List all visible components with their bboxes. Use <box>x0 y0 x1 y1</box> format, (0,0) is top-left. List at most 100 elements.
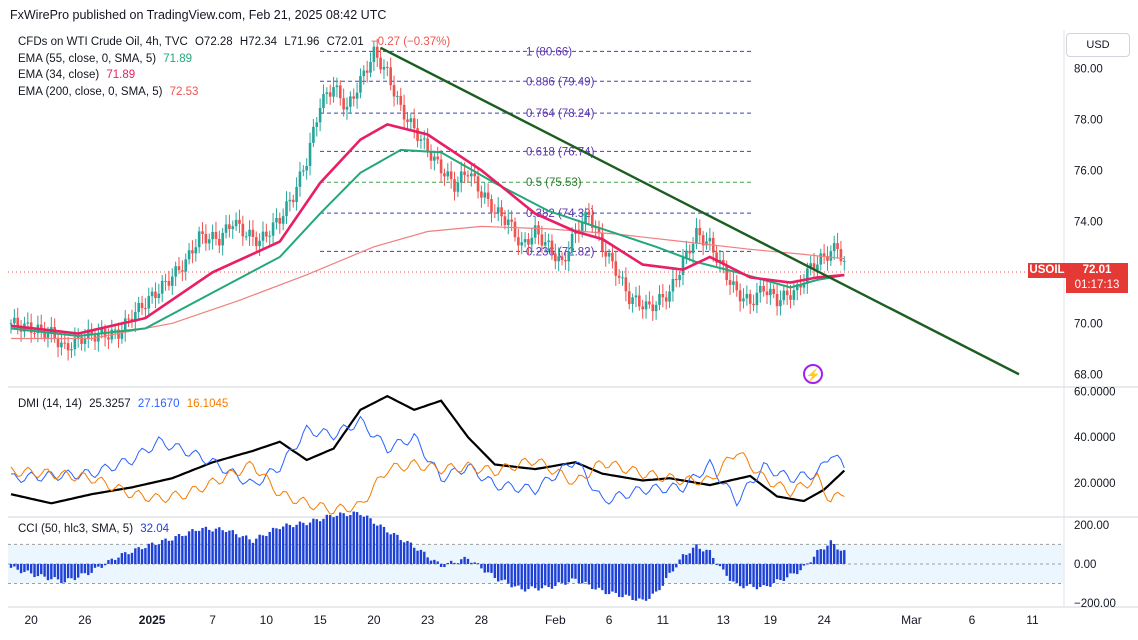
cci-bar <box>520 563 523 590</box>
ohlc-low: L71.96 <box>284 36 320 48</box>
candle-body <box>342 98 345 110</box>
candle-body <box>137 302 140 312</box>
candle-body <box>278 218 282 224</box>
candle-body <box>627 291 631 304</box>
candle-body <box>792 290 796 300</box>
cci-bar <box>604 563 607 595</box>
cci-bar <box>402 542 406 564</box>
cci-bar <box>708 550 712 564</box>
cci-bar <box>83 563 87 574</box>
cci-bar <box>134 548 137 564</box>
cci-bar <box>201 527 204 564</box>
cci-bar <box>668 563 671 573</box>
candle-body <box>836 243 839 250</box>
publisher-text: FxWirePro published on TradingView.com, … <box>10 8 387 22</box>
candle-body <box>318 107 322 123</box>
cci-bar <box>765 563 769 587</box>
cci-bar <box>171 540 174 564</box>
candle-body <box>601 233 604 252</box>
candle-body <box>362 70 366 77</box>
candle-body <box>241 223 245 237</box>
cci-bar <box>691 547 695 564</box>
cci-bar <box>617 563 621 597</box>
cci-bar <box>712 557 715 564</box>
cci-bar <box>792 563 796 574</box>
candle-body <box>66 343 70 351</box>
ohlc-open: O72.28 <box>194 36 233 48</box>
candle-body <box>60 342 63 348</box>
candle-body <box>809 263 812 269</box>
candle-body <box>480 191 483 198</box>
candle-body <box>56 337 60 348</box>
candle-body <box>46 333 50 338</box>
cci-bar <box>433 559 436 564</box>
cci-bar <box>329 515 332 564</box>
cci-label: CCI (50, hlc3, SMA, 5) <box>18 523 134 535</box>
chart-frame[interactable]: 80.00 78.00 76.00 74.00 70.00 68.00 1 (80.66) 0… <box>8 30 1138 636</box>
candle-body <box>322 94 325 108</box>
candle-body <box>228 224 231 230</box>
cci-bar <box>255 538 258 564</box>
cci-bar <box>782 563 785 581</box>
candle-body <box>661 294 665 298</box>
cci-bar <box>386 532 389 564</box>
time-tick-label: 7 <box>209 613 216 627</box>
cci-bar <box>312 518 315 564</box>
cci-bar <box>13 563 16 567</box>
dmi-adx-value: 25.3257 <box>89 398 131 410</box>
cci-bar <box>523 563 527 592</box>
candle-body <box>470 173 473 177</box>
cci-bar <box>93 563 97 568</box>
cci-bar <box>587 563 591 585</box>
cci-bar <box>392 532 396 564</box>
cci-bar <box>80 563 83 574</box>
lightning-icon[interactable]: ⚡ <box>803 364 823 384</box>
candle-body <box>113 329 117 331</box>
cci-bar <box>809 562 812 564</box>
candle-body <box>312 126 315 143</box>
candle-body <box>170 276 174 286</box>
candle-body <box>258 240 261 247</box>
candle-body <box>372 46 376 62</box>
candle-body <box>816 264 819 271</box>
candle-body <box>587 211 591 216</box>
candle-body <box>120 331 124 339</box>
candle-body <box>271 222 275 236</box>
cci-bar <box>208 529 211 564</box>
cci-bar <box>53 563 56 578</box>
cci-bar <box>500 563 503 581</box>
candle-body <box>785 290 789 296</box>
candle-body <box>557 256 560 262</box>
candle-body <box>369 61 372 73</box>
candle-body <box>769 288 772 296</box>
cci-bar <box>527 563 530 590</box>
dmi-tick-label: 60.0000 <box>1074 387 1116 399</box>
time-tick-label: Feb <box>545 613 566 627</box>
candle-body <box>748 293 752 304</box>
candle-body <box>530 237 534 245</box>
cci-bar <box>369 518 372 564</box>
candle-body <box>779 300 782 307</box>
candle-body <box>234 219 238 227</box>
cci-bar <box>755 563 759 590</box>
candle-body <box>678 275 681 281</box>
candle-body <box>674 278 678 281</box>
cci-bar <box>423 551 426 564</box>
cci-bar <box>271 527 275 564</box>
cci-bar <box>245 535 248 564</box>
cci-bar <box>275 528 278 564</box>
ema200-legend: EMA (200, close, 0, SMA, 5) 72.53 <box>18 86 202 98</box>
currency-button[interactable]: USD <box>1066 33 1130 57</box>
candle-body <box>688 250 692 254</box>
candle-body <box>281 216 285 224</box>
ema34-value: 71.89 <box>106 69 136 81</box>
time-tick-label: 6 <box>606 613 613 627</box>
cci-bar <box>318 521 322 564</box>
cci-bar <box>466 558 470 564</box>
cci-bar <box>762 563 765 586</box>
candle-body <box>365 70 369 73</box>
candle-body <box>13 317 16 324</box>
cci-bar <box>839 550 843 564</box>
candle-body <box>443 173 446 177</box>
